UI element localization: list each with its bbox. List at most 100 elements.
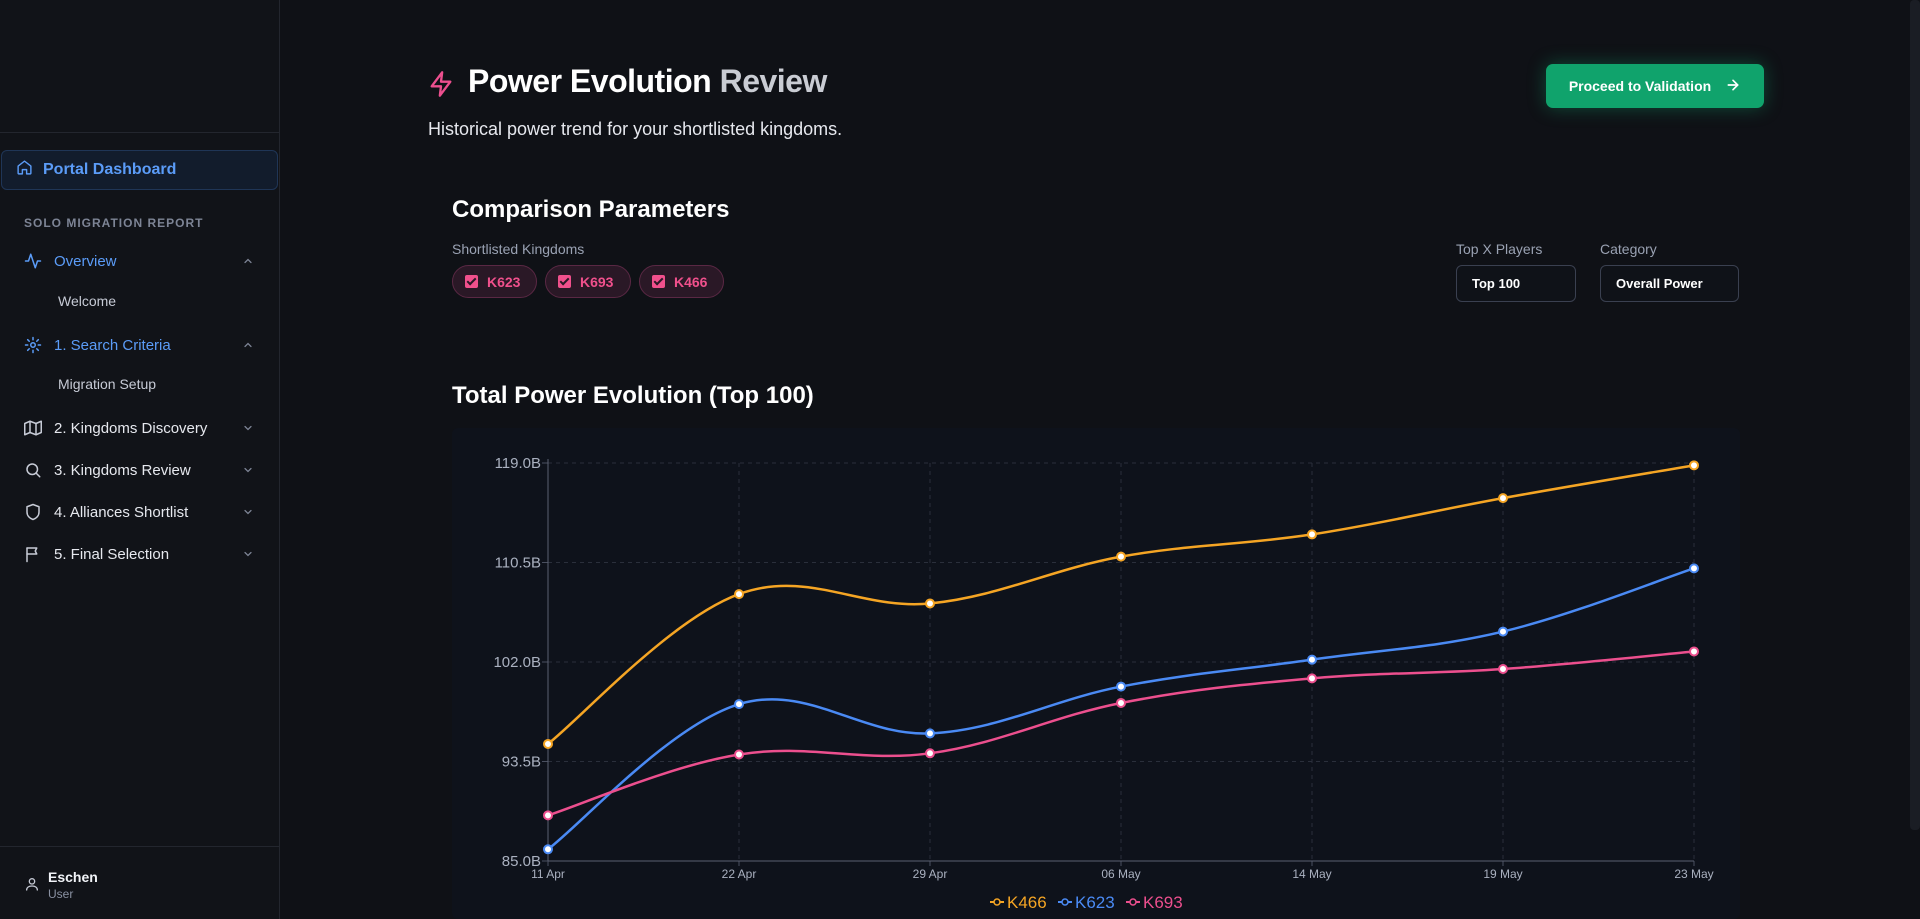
legend-label: K466 [1007,893,1047,912]
y-tick-label: 119.0B [495,455,541,472]
data-point-k623 [543,844,553,855]
proceed-to-validation-button[interactable]: Proceed to Validation [1546,64,1764,108]
y-tick-label: 110.5B [495,555,541,572]
category-label: Category [1600,241,1657,257]
data-point-k466 [543,738,553,749]
kingdom-chip-label: K466 [674,273,708,290]
chart-panel [452,428,1740,919]
sidebar-item-label: 4. Alliances Shortlist [54,503,189,521]
sidebar-item-label: 2. Kingdoms Discovery [54,419,208,437]
arrow-right-icon [1711,77,1741,96]
chevron-down-icon [242,548,254,560]
page-title-secondary: Review [719,63,828,99]
checkbox-checked-icon [558,275,571,288]
sidebar-item-label: 5. Final Selection [54,545,170,563]
kingdom-chip-label: K623 [487,273,521,290]
chevron-up-icon [242,339,254,351]
checkbox-checked-icon [465,275,478,288]
kingdom-chip-k693[interactable]: K693 [545,265,631,298]
sidebar-item-kingdoms-review[interactable]: 3. Kingdoms Review [24,456,254,484]
kingdom-chip-k623[interactable]: K623 [452,265,537,298]
y-tick-label: 85.0B [502,853,541,870]
sidebar-item-label: Overview [54,252,117,270]
home-icon [16,159,43,181]
x-tick-label: 11 Apr [531,867,565,881]
x-tick-label: 06 May [1101,867,1140,881]
search-icon [24,461,42,479]
chevron-down-icon [242,464,254,476]
sidebar-item-kingdoms-discovery[interactable]: 2. Kingdoms Discovery [24,414,254,442]
page-subtitle: Historical power trend for your shortlis… [428,119,843,139]
shield-icon [24,503,42,521]
data-point-k693 [734,749,744,760]
data-point-k623 [1116,681,1126,692]
data-point-k466 [925,598,935,609]
user-icon [24,876,40,892]
x-tick-label: 22 Apr [722,867,757,881]
x-tick-label: 14 May [1292,867,1331,881]
data-point-k466 [734,589,744,600]
lightning-icon [427,70,455,98]
series-line-k693 [547,650,1695,817]
sidebar-logo-area [0,0,279,133]
sidebar-subitem-migration-setup[interactable]: Migration Setup [58,376,157,392]
sidebar-item-search-criteria[interactable]: 1. Search Criteria [24,331,254,359]
data-point-k693 [1307,673,1317,684]
sidebar-subitem-welcome[interactable]: Welcome [58,293,117,309]
activity-icon [24,252,42,270]
y-tick-label: 93.5B [502,754,541,771]
category-select[interactable]: Overall Power [1600,265,1739,302]
sidebar-section-label: SOLO MIGRATION REPORT [24,216,204,230]
user-profile[interactable]: Eschen User [0,846,280,919]
user-role: User [48,887,74,901]
x-tick-label: 19 May [1483,867,1522,881]
chevron-down-icon [242,422,254,434]
data-point-k693 [1116,697,1126,708]
page-scrollbar[interactable] [1910,0,1920,830]
chevron-up-icon [242,255,254,267]
shortlisted-kingdoms-label: Shortlisted Kingdoms [452,241,585,257]
map-icon [24,419,42,437]
legend-label: K693 [1143,893,1183,912]
legend-marker-point [1061,898,1069,906]
sidebar-item-label: 1. Search Criteria [54,336,171,354]
data-point-k466 [1307,529,1317,540]
page-title-main: Power Evolution [468,63,712,99]
checkbox-checked-icon [652,275,665,288]
sidebar-item-label: 3. Kingdoms Review [54,461,191,479]
sidebar-item-alliances-shortlist[interactable]: 4. Alliances Shortlist [24,498,254,526]
flag-icon [24,545,42,563]
chevron-down-icon [242,506,254,518]
legend-marker-point [1129,898,1137,906]
comparison-parameters-title: Comparison Parameters [452,196,730,223]
legend-label: K623 [1075,893,1115,912]
chart-title: Total Power Evolution (Top 100) [452,382,814,409]
data-point-k623 [1689,563,1699,574]
legend-marker-point [993,898,1001,906]
y-tick-label: 102.0B [493,654,541,671]
data-point-k693 [1689,646,1699,657]
sidebar-item-final-selection[interactable]: 5. Final Selection [24,540,254,568]
data-point-k693 [1498,664,1508,675]
data-point-k623 [925,728,935,739]
data-point-k623 [1307,654,1317,665]
data-point-k693 [543,810,553,821]
data-point-k466 [1689,460,1699,471]
data-point-k466 [1498,493,1508,504]
proceed-button-label: Proceed to Validation [1568,78,1712,94]
data-point-k623 [734,699,744,710]
data-point-k623 [1498,626,1508,637]
portal-dashboard-link[interactable]: Portal Dashboard [1,150,278,190]
x-tick-label: 23 May [1674,867,1713,881]
user-name: Eschen [48,869,98,885]
data-point-k693 [925,748,935,759]
data-point-k466 [1116,551,1126,562]
top-players-select[interactable]: Top 100 [1456,265,1576,302]
kingdom-chip-label: K693 [580,273,614,290]
sidebar-item-overview[interactable]: Overview [24,247,254,275]
portal-dashboard-label: Portal Dashboard [43,161,177,178]
x-tick-label: 29 Apr [913,867,948,881]
kingdom-chip-k466[interactable]: K466 [639,265,724,298]
gear-icon [24,336,42,354]
